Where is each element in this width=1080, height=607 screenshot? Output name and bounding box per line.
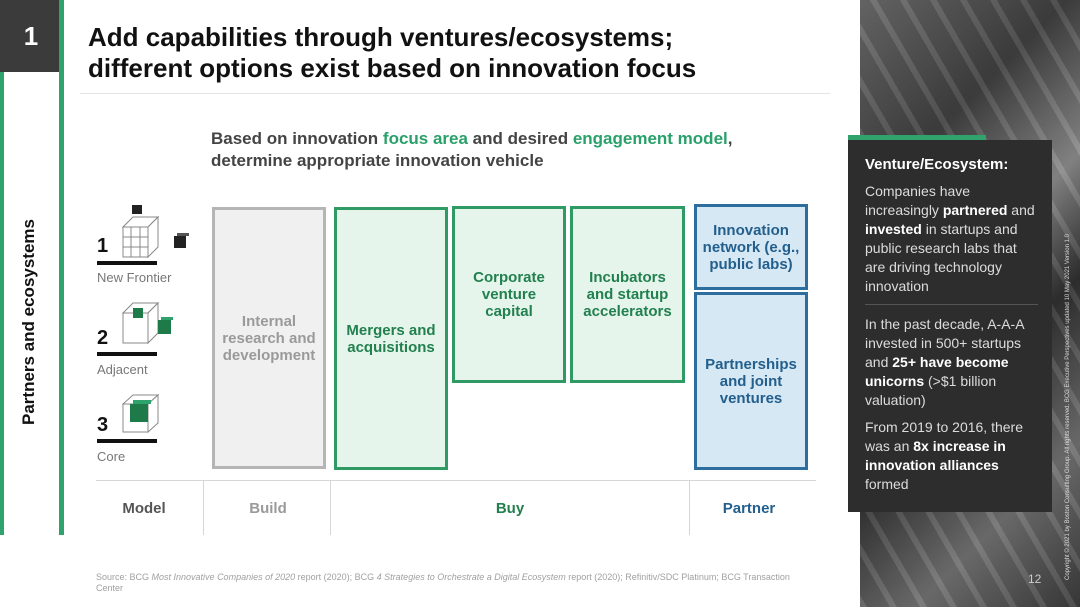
title-line-1: Add capabilities through ventures/ecosys… [88,22,674,52]
partner-label: Partner [722,500,776,517]
title-line-2: different options exist based on innovat… [88,53,697,83]
corporate-venture-label: Corporate venture capital [473,269,545,320]
model-row-divider [96,480,816,481]
source-prefix: Source: BCG [96,572,152,582]
internal-rd-box: Internal research and development [212,207,326,469]
level-1-label: New Frontier [97,270,172,285]
innovation-network-label: Innovation network (e.g., public labs) [702,221,800,273]
panel-p1-a: Companies have increasingly [865,183,971,218]
panel-paragraph-2: In the past decade, A-A-A invested in 50… [865,315,1038,410]
buy-label: Buy [495,500,525,517]
panel-p2-c: (>$1 billion valuation) [865,373,997,408]
model-col-divider-2 [330,480,331,535]
venture-ecosystem-panel: Venture/Ecosystem: Companies have increa… [848,140,1052,512]
corporate-venture-box: Corporate venture capital [452,206,566,383]
mergers-acquisitions-box: Mergers and acquisitions [334,207,448,470]
mergers-acquisitions-label: Mergers and acquisitions [346,321,436,356]
panel-separator [865,304,1038,305]
source-report-2: 4 Strategies to Orchestrate a Digital Ec… [376,572,566,582]
panel-title: Venture/Ecosystem: [865,156,1009,173]
intro-part-2: and desired [467,129,573,148]
level-2-bar [97,352,157,356]
core-cube-icon [121,393,160,434]
incubators-box: Incubators and startup accelerators [570,206,685,383]
intro-engagement-model: engagement model [572,129,728,148]
internal-rd-label: Internal research and development [222,312,316,364]
intro-focus-area: focus area [382,129,468,148]
adjacent-cube-icon [121,301,173,345]
panel-p1-c: and [1007,202,1035,218]
slide-title: Add capabilities through ventures/ecosys… [88,22,818,84]
rail-accent-line [59,0,64,535]
source-suffix: report (2020); Refinitiv/SDC Platinum; B… [96,572,790,593]
panel-paragraph-3: From 2019 to 2016, there was an 8x incre… [865,418,1038,494]
partnerships-label: Partnerships and joint ventures [705,355,797,407]
panel-p1-e: in startups and public research labs tha… [865,221,1018,294]
model-col-divider-1 [203,480,204,535]
page-number: 12 [1028,572,1042,586]
panel-p3-a: From 2019 to 2016, there was an [865,419,1023,454]
incubators-label: Incubators and startup accelerators [583,269,672,320]
panel-p1-d: invested [865,221,922,237]
build-label: Build [249,500,287,517]
partnerships-box: Partnerships and joint ventures [694,292,808,470]
innovation-network-box: Innovation network (e.g., public labs) [694,204,808,290]
level-2-number: 2 [97,327,109,349]
level-3-bar [97,439,157,443]
section-label: Partners and ecosystems [19,219,38,425]
new-frontier-cube-icon [121,205,189,259]
intro-text: Based on innovation focus area and desir… [211,128,811,172]
level-1-number: 1 [97,235,109,257]
panel-p2-b: 25+ have become unicorns [865,354,1009,389]
section-rail: 1 Partners and ecosystems [0,0,62,607]
panel-paragraph-1: Companies have increasingly partnered an… [865,182,1038,296]
slide-number: 1 [0,0,62,72]
level-1-bar [97,261,157,265]
source-mid: report (2020); BCG [295,572,377,582]
copyright-note: Copyright © 2021 by Boston Consulting Gr… [1065,234,1071,580]
level-2-label: Adjacent [97,362,148,377]
source-report-1: Most Innovative Companies of 2020 [151,572,296,582]
rail-accent-left [0,72,4,535]
intro-part-1: Based on innovation [211,129,383,148]
panel-p1-b: partnered [942,202,1008,218]
panel-accent [848,135,986,140]
intro-part-3: , [727,129,733,148]
model-label: Model [122,500,166,517]
panel-p3-b: 8x increase in innovation alliances [865,438,1006,473]
panel-p3-c: formed [865,476,909,492]
intro-line-2: determine appropriate innovation vehicle [211,151,544,170]
level-3-label: Core [97,449,126,464]
panel-p2-a: In the past decade, A-A-A invested in 50… [865,316,1024,370]
source-note: Source: BCG Most Innovative Companies of… [96,572,816,594]
model-col-divider-3 [689,480,690,535]
level-3-number: 3 [97,414,109,436]
title-divider [80,93,830,94]
